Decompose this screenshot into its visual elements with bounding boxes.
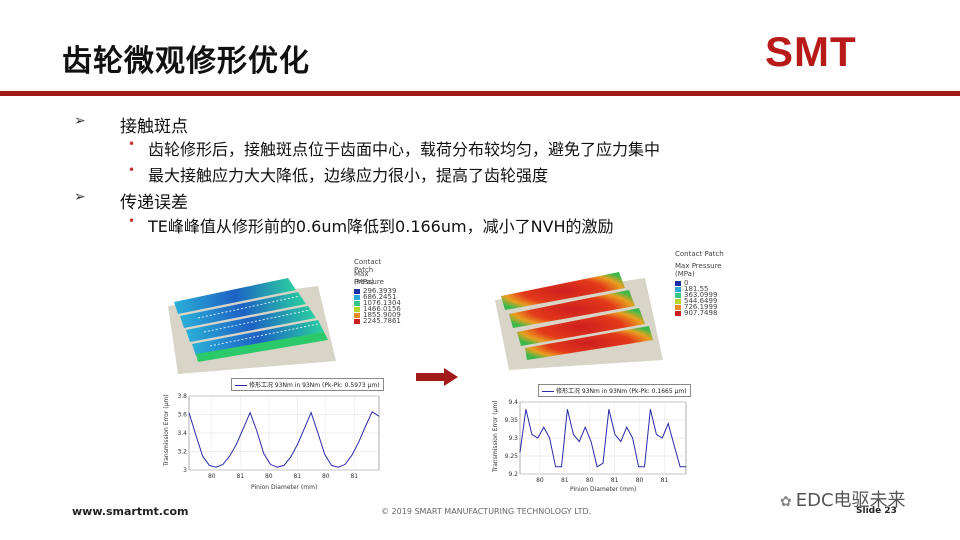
legend-swatch — [675, 299, 681, 304]
after-contact-patch: Contact Patch Max Pressure (MPa) 0 181.55… — [495, 248, 735, 370]
footer-website: www.smartmt.com — [72, 505, 189, 518]
x-tick-label: 81 — [236, 473, 244, 480]
footer-slide-number: Slide 23 — [856, 506, 897, 516]
arrow-bullet-icon: ➢ — [74, 113, 86, 129]
y-tick-label: 3.2 — [177, 449, 187, 456]
pressure-unit: (MPa) — [675, 270, 695, 278]
legend-line-icon — [235, 385, 247, 386]
legend-swatch — [354, 289, 360, 294]
dot-bullet-icon: • — [128, 214, 136, 228]
bullet-text: 最大接触应力大大降低，边缘应力很小，提高了齿轮强度 — [148, 166, 549, 185]
y-tick-label: 9.25 — [505, 453, 519, 460]
x-axis-label: Pinion Diameter (mm) — [251, 484, 318, 491]
legend-value: 0 — [684, 279, 689, 287]
dot-bullet-icon: • — [128, 137, 136, 151]
pressure-unit: (MPa) — [354, 278, 374, 286]
bullet-item: • TE峰峰值从修形前的0.6um降低到0.166um，减小了NVH的激励 — [128, 213, 614, 237]
y-tick-label: 9.2 — [508, 471, 518, 478]
contact-patch-title: Contact Patch — [354, 258, 382, 274]
legend-value: 1855.9009 — [363, 311, 401, 319]
legend-label: 修形工况 93Nm in 93Nm (Pk-Pk: 0.5973 µm) — [249, 382, 380, 389]
x-tick-label: 81 — [293, 473, 301, 480]
legend-swatch — [675, 293, 681, 298]
legend-label: 修形工况 93Nm in 93Nm (Pk-Pk: 0.1665 µm) — [556, 388, 687, 395]
section-heading-label: 接触斑点 — [120, 117, 188, 137]
x-tick-label: 81 — [561, 477, 569, 484]
te-series-line — [519, 409, 686, 468]
legend-value: 296.3939 — [363, 287, 397, 295]
te-chart-svg: 3.8 3.6 3.4 3.2 3 80 81 80 81 80 81 — [177, 393, 380, 480]
arrow-bullet-icon: ➢ — [74, 189, 86, 205]
watermark: ✿ EDC电驱未来 — [780, 486, 906, 512]
bullet-item: • 齿轮修形后，接触斑点位于齿面中心，载荷分布较均匀，避免了应力集中 — [128, 136, 661, 160]
chart-legend: 修形工况 93Nm in 93Nm (Pk-Pk: 0.5973 µm) — [231, 378, 384, 391]
legend-swatch — [354, 319, 360, 324]
x-axis-label: Pinion Diameter (mm) — [570, 486, 637, 493]
footer-copyright: © 2019 SMART MANUFACTURING TECHNOLOGY LT… — [381, 507, 592, 516]
section-heading-contact: ➢ 接触斑点 — [74, 112, 188, 137]
y-tick-label: 9.3 — [508, 435, 518, 442]
legend-value: 726.1999 — [684, 303, 718, 311]
bullet-item: • 最大接触应力大大降低，边缘应力很小，提高了齿轮强度 — [128, 162, 549, 186]
legend-swatch — [675, 311, 681, 316]
before-te-chart: 修形工况 93Nm in 93Nm (Pk-Pk: 0.5973 µm) 3.8… — [163, 376, 385, 496]
y-tick-label: 3.4 — [177, 430, 187, 437]
max-pressure-label: Max Pressure — [675, 262, 722, 270]
y-tick-label: 3.6 — [177, 412, 187, 419]
x-tick-label: 81 — [350, 473, 358, 480]
x-tick-label: 81 — [611, 477, 619, 484]
slide-title: 齿轮微观修形优化 — [62, 44, 310, 79]
legend-swatch — [675, 305, 681, 310]
legend-value: 1466.0156 — [363, 305, 401, 313]
legend-swatch — [675, 287, 681, 292]
chart-legend: 修形工况 93Nm in 93Nm (Pk-Pk: 0.1665 µm) — [538, 384, 691, 397]
after-te-chart: 修形工况 93Nm in 93Nm (Pk-Pk: 0.1665 µm) 9.4… — [492, 380, 694, 498]
te-series-line — [188, 410, 380, 468]
y-tick-label: 9.4 — [508, 399, 518, 406]
y-axis-label: Transmission Error (µm) — [492, 400, 499, 472]
before-contact-patch: Contact Patch Max Pressure (MPa) 296.393… — [168, 256, 401, 374]
te-chart-svg: 9.4 9.35 9.3 9.25 9.2 80 81 80 81 80 81 — [505, 399, 687, 484]
x-tick-label: 80 — [636, 477, 644, 484]
watermark-label: EDC电驱未来 — [795, 490, 906, 511]
legend-value: 907.7498 — [684, 309, 718, 317]
dot-bullet-icon: • — [128, 163, 136, 177]
contact-patch-title: Contact Patch — [675, 250, 724, 258]
after-gear-teeth-image — [495, 272, 663, 370]
section-heading-te: ➢ 传递误差 — [74, 188, 188, 213]
legend-value: 363.0999 — [684, 291, 718, 299]
legend-swatch — [354, 313, 360, 318]
legend-swatch — [675, 281, 681, 286]
legend-value: 2245.7861 — [363, 317, 401, 325]
bullet-text: TE峰峰值从修形前的0.6um降低到0.166um，减小了NVH的激励 — [148, 217, 614, 236]
y-tick-label: 3 — [183, 467, 187, 474]
section-heading-label: 传递误差 — [120, 193, 188, 213]
legend-value: 686.2451 — [363, 293, 397, 301]
y-tick-label: 3.8 — [177, 393, 187, 400]
y-tick-label: 9.35 — [505, 417, 519, 424]
smt-logo: SMT — [765, 28, 857, 75]
x-tick-label: 80 — [265, 473, 273, 480]
x-tick-label: 80 — [586, 477, 594, 484]
wechat-icon: ✿ — [780, 494, 792, 510]
x-tick-label: 80 — [322, 473, 330, 480]
legend-value: 544.6499 — [684, 297, 718, 305]
max-pressure-label: Max Pressure — [354, 270, 384, 286]
legend-swatch — [354, 307, 360, 312]
right-arrow-icon — [416, 368, 458, 386]
legend-swatch — [354, 301, 360, 306]
legend-value: 1076.1304 — [363, 299, 401, 307]
bullet-text: 齿轮修形后，接触斑点位于齿面中心，载荷分布较均匀，避免了应力集中 — [148, 140, 661, 159]
x-tick-label: 81 — [661, 477, 669, 484]
y-axis-label: Transmission Error (µm) — [163, 394, 170, 466]
x-tick-label: 80 — [208, 473, 216, 480]
before-gear-teeth-image — [168, 278, 336, 374]
legend-value: 181.55 — [684, 285, 709, 293]
legend-swatch — [354, 295, 360, 300]
header-divider — [0, 91, 960, 96]
x-tick-label: 80 — [536, 477, 544, 484]
legend-line-icon — [542, 391, 554, 392]
